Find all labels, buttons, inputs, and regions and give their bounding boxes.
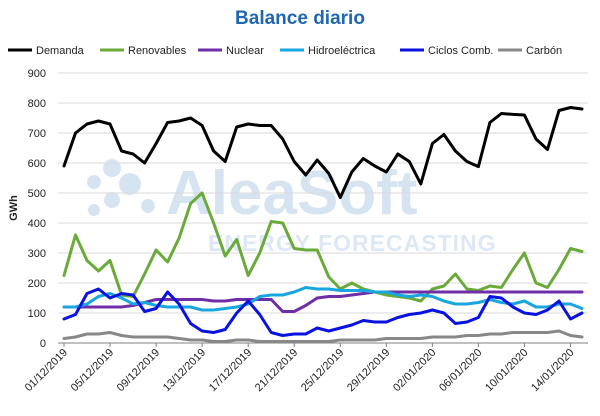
y-tick-label: 600 [28,158,46,170]
y-axis-label: GWh [8,195,20,221]
series-line-carb-n [62,329,584,343]
y-tick-label: 700 [28,128,46,140]
legend-label: Carbón [526,45,562,57]
x-tick-label: 25/12/2019 [299,347,346,394]
legend-label: Renovables [128,45,187,57]
watermark-tagline: ENERGY FORECASTING [208,230,497,256]
chart-title: Balance diario [235,8,365,29]
x-tick-label: 17/12/2019 [207,347,254,394]
y-tick-label: 800 [28,98,46,110]
x-tick-label: 10/01/2020 [483,347,530,394]
y-tick-labels: 0 100 200 300 400 500 600 700 800 900 [28,68,46,350]
x-tick-label: 14/01/2020 [529,347,576,394]
legend-label: Hidroeléctrica [308,45,376,57]
series-line-nuclear [62,290,584,313]
series-line-renovables [62,191,584,303]
y-tick-label: 900 [28,68,46,80]
y-tick-label: 500 [28,188,46,200]
x-tick-label: 13/12/2019 [161,347,208,394]
legend-label: Demanda [36,45,85,57]
y-tick-label: 400 [28,218,46,230]
x-tick-label: 01/12/2019 [23,347,70,394]
series-line-demanda [62,106,584,199]
x-tick-label: 02/01/2020 [391,347,438,394]
y-tick-label: 100 [28,308,46,320]
y-tick-label: 0 [40,338,46,350]
series-line-hidroel-ctrica [62,286,584,312]
x-tick-label: 05/12/2019 [69,347,116,394]
watermark-logo-icon [87,159,155,216]
legend: Demanda Renovables Nuclear Hidroeléctrica Ci… [8,45,562,57]
legend-label: Nuclear [226,45,264,57]
y-tick-label: 300 [28,248,46,260]
y-tick-label: 200 [28,278,46,290]
x-tick-label: 09/12/2019 [115,347,162,394]
series-line-ciclos-comb- [62,287,584,337]
x-tick-labels: 01/12/201905/12/201909/12/201913/12/2019… [23,343,577,394]
x-tick-label: 06/01/2020 [437,347,484,394]
x-tick-label: 21/12/2019 [253,347,300,394]
series-lines [62,106,584,343]
legend-label: Ciclos Comb. [428,45,493,57]
x-tick-label: 29/12/2019 [345,347,392,394]
